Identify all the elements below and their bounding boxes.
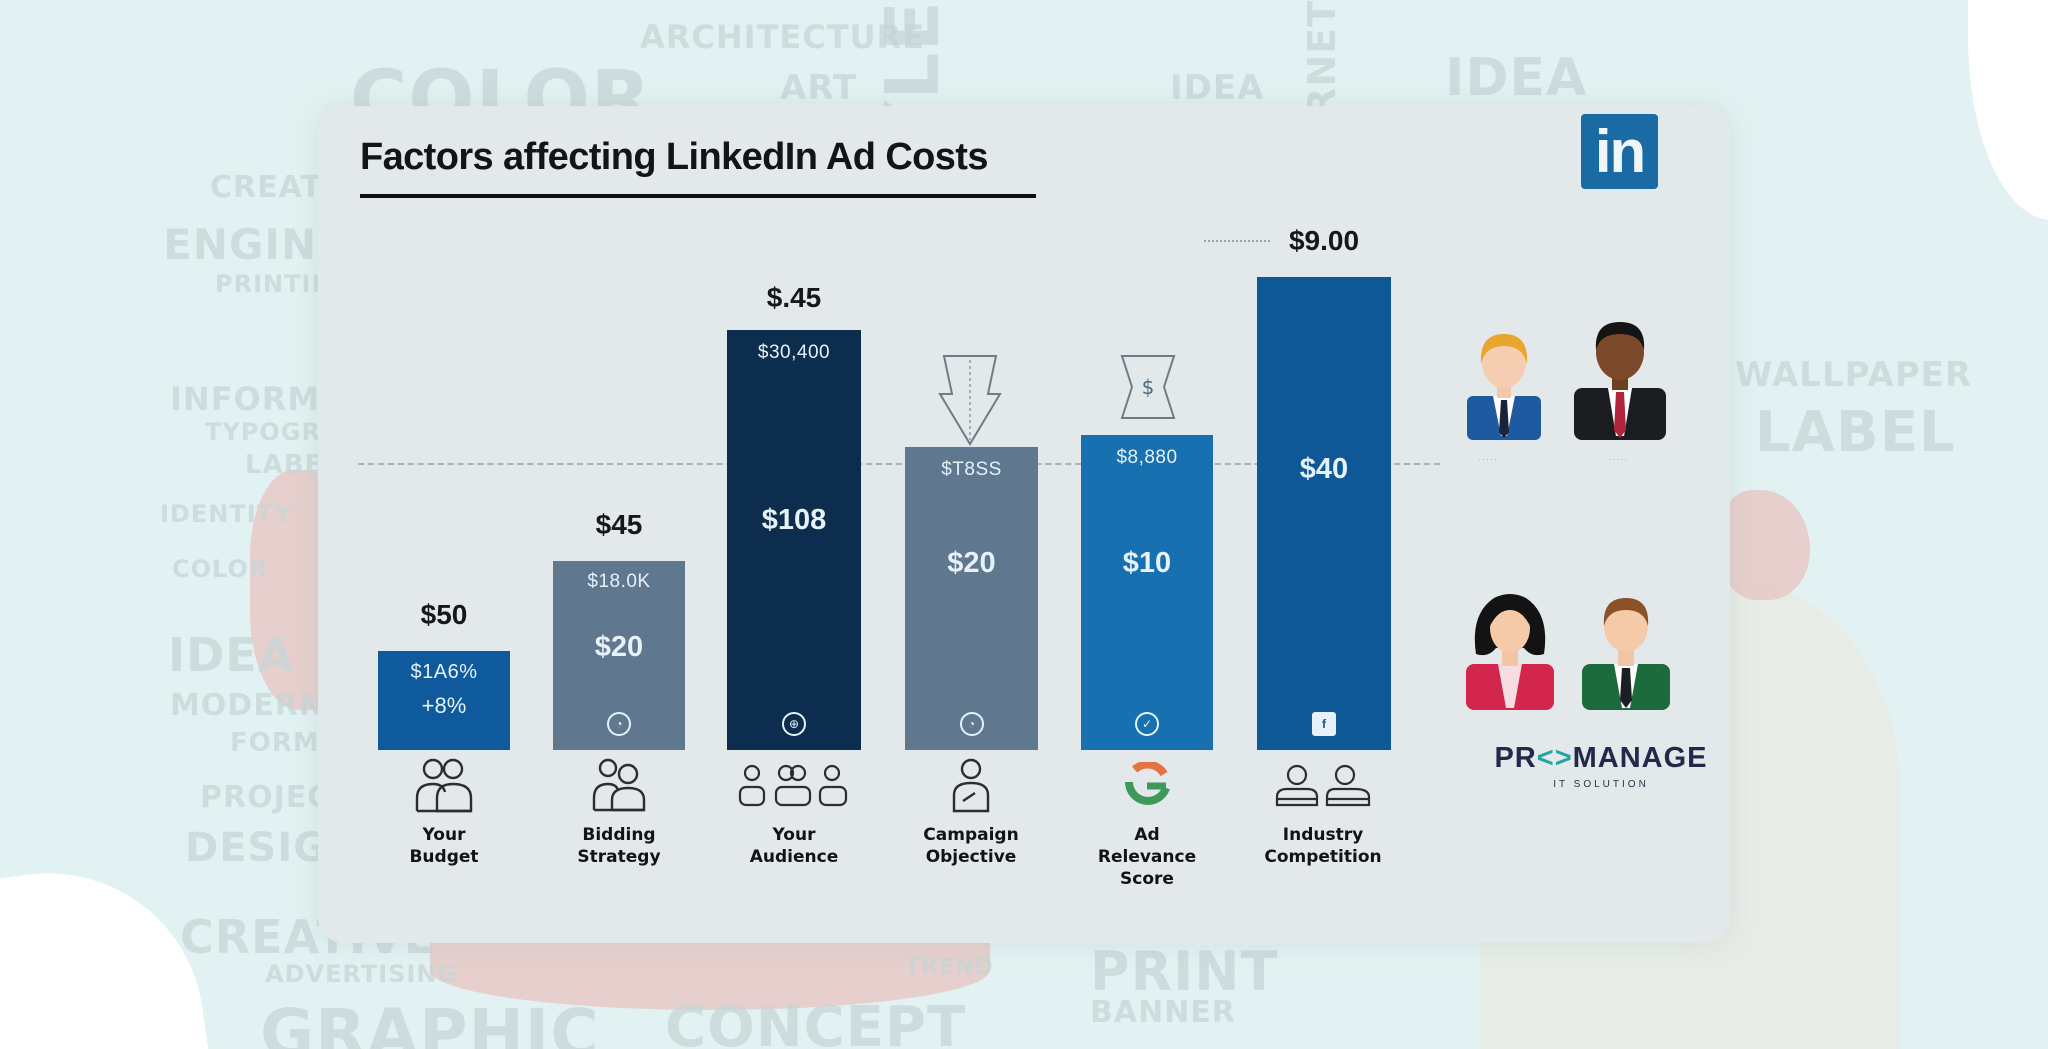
bar-campaign-objective[interactable]: $T8SS $20 ◔: [905, 447, 1038, 750]
background-word: ART: [780, 68, 858, 108]
brand-name: PR<>MANAGE: [1494, 742, 1708, 774]
bar-main-label: $108: [761, 504, 827, 536]
bar-bidding-strategy[interactable]: $45 $18.0K $20 ◔: [553, 509, 685, 750]
background-word: WALLPAPER: [1735, 355, 1973, 395]
bar-sub-label: $1A6%: [410, 661, 478, 683]
bar-main-label: $40: [1299, 453, 1349, 485]
brand-accent-icon: <>: [1536, 742, 1573, 774]
competitors-icon: [1238, 754, 1408, 816]
background-word: IDENTITY: [160, 500, 293, 528]
background-word: IDEA: [168, 628, 295, 682]
category-your-budget: Your Budget: [359, 754, 529, 868]
promanage-logo: PR<>MANAGE IT SOLUTION: [1476, 742, 1726, 790]
faint-caption: ·····: [1608, 454, 1628, 464]
title-underline: [360, 194, 1036, 198]
background-word: IDEA: [1445, 48, 1588, 108]
paint-splash: [430, 930, 990, 1010]
category-ad-relevance-score: Ad Relevance Score: [1062, 754, 1232, 890]
bar-main-label: $20: [947, 547, 996, 579]
background-word: MODERN: [170, 688, 325, 723]
bar-sub-label: $T8SS: [941, 459, 1002, 480]
down-arrow-icon: [938, 355, 1002, 446]
bar-sub-label: $30,400: [757, 342, 831, 363]
chart-title: Factors affecting LinkedIn Ad Costs: [360, 136, 989, 178]
dotted-leader-line: [1204, 240, 1270, 242]
background-word: GRAPHIC: [260, 995, 600, 1049]
category-label: Your Budget: [409, 825, 479, 867]
background-word: ADVERTISING: [265, 960, 459, 988]
background-word: TREND: [905, 955, 994, 980]
background-word: BANNER: [1090, 995, 1236, 1030]
google-g-icon: [1062, 754, 1232, 816]
businessman-blonde-icon: [1467, 334, 1541, 440]
category-label: Industry Competition: [1264, 825, 1382, 867]
category-industry-competition: Industry Competition: [1238, 754, 1408, 868]
category-label: Ad Relevance Score: [1097, 825, 1197, 889]
people-pair-icon: [534, 754, 704, 816]
businesswoman-icon: [1466, 594, 1554, 710]
bar-top-label: $45: [595, 509, 643, 540]
reference-dashed-line: [358, 463, 1440, 465]
businessman-green-icon: [1582, 598, 1670, 710]
background-word: CONCEPT: [665, 995, 967, 1049]
background-word: PRINT: [1090, 940, 1279, 1003]
brand-tagline: IT SOLUTION: [1553, 779, 1649, 790]
bar-top-label: $.45: [766, 282, 822, 313]
group-people-icon: [709, 754, 879, 816]
check-circle-icon: ✓: [1135, 712, 1159, 736]
category-label: Campaign Objective: [923, 825, 1019, 867]
category-your-audience: Your Audience: [709, 754, 879, 868]
hourglass-dollar-icon: $: [1120, 355, 1176, 419]
bar-sub-label: $8,880: [1116, 447, 1178, 468]
bar-top-label: $50: [420, 599, 468, 630]
bar-sub-label: $18.0K: [587, 571, 651, 592]
bar-main-label: +8%: [421, 693, 467, 718]
background-white-shape: [1968, 0, 2048, 220]
facebook-icon: f: [1312, 712, 1336, 736]
bar-main-label: $10: [1122, 547, 1172, 579]
background-word: LABEL: [1755, 400, 1956, 465]
bar-ad-relevance-score[interactable]: $8,880 $10 ✓: [1081, 435, 1213, 750]
globe-icon: ⊕: [782, 712, 806, 736]
bar-industry-competition[interactable]: $9.00 $40 f: [1257, 225, 1391, 750]
background-word: COLOR: [172, 555, 269, 583]
faint-caption: ·····: [1478, 454, 1498, 464]
background-word: IDEA: [1170, 68, 1265, 108]
category-label: Bidding Strategy: [577, 825, 661, 867]
linkedin-logo-icon: in: [1581, 114, 1658, 189]
category-campaign-objective: Campaign Objective: [886, 754, 1056, 868]
businessman-dark-icon: [1574, 322, 1666, 440]
bar-top-label: $9.00: [1288, 225, 1360, 256]
category-bidding-strategy: Bidding Strategy: [534, 754, 704, 868]
category-label: Your Audience: [749, 825, 839, 867]
paint-splash: [1720, 490, 1810, 600]
person-icon: [886, 754, 1056, 816]
pie-chart-icon: ◔: [959, 712, 984, 736]
people-pair-icon: [359, 754, 529, 816]
bar-main-label: $20: [594, 631, 644, 663]
background-word: ARCHITECTURE: [640, 18, 926, 56]
infographic-card: Factors affecting LinkedIn Ad Costs in $…: [318, 106, 1730, 943]
bar-your-audience[interactable]: $.45 $30,400 $108 ⊕: [727, 282, 861, 750]
background-word: FORM: [230, 728, 320, 758]
bar-your-budget[interactable]: $50 $1A6% +8%: [378, 599, 510, 750]
svg-text:$: $: [1142, 375, 1155, 399]
pie-chart-icon: ◔: [607, 712, 631, 736]
